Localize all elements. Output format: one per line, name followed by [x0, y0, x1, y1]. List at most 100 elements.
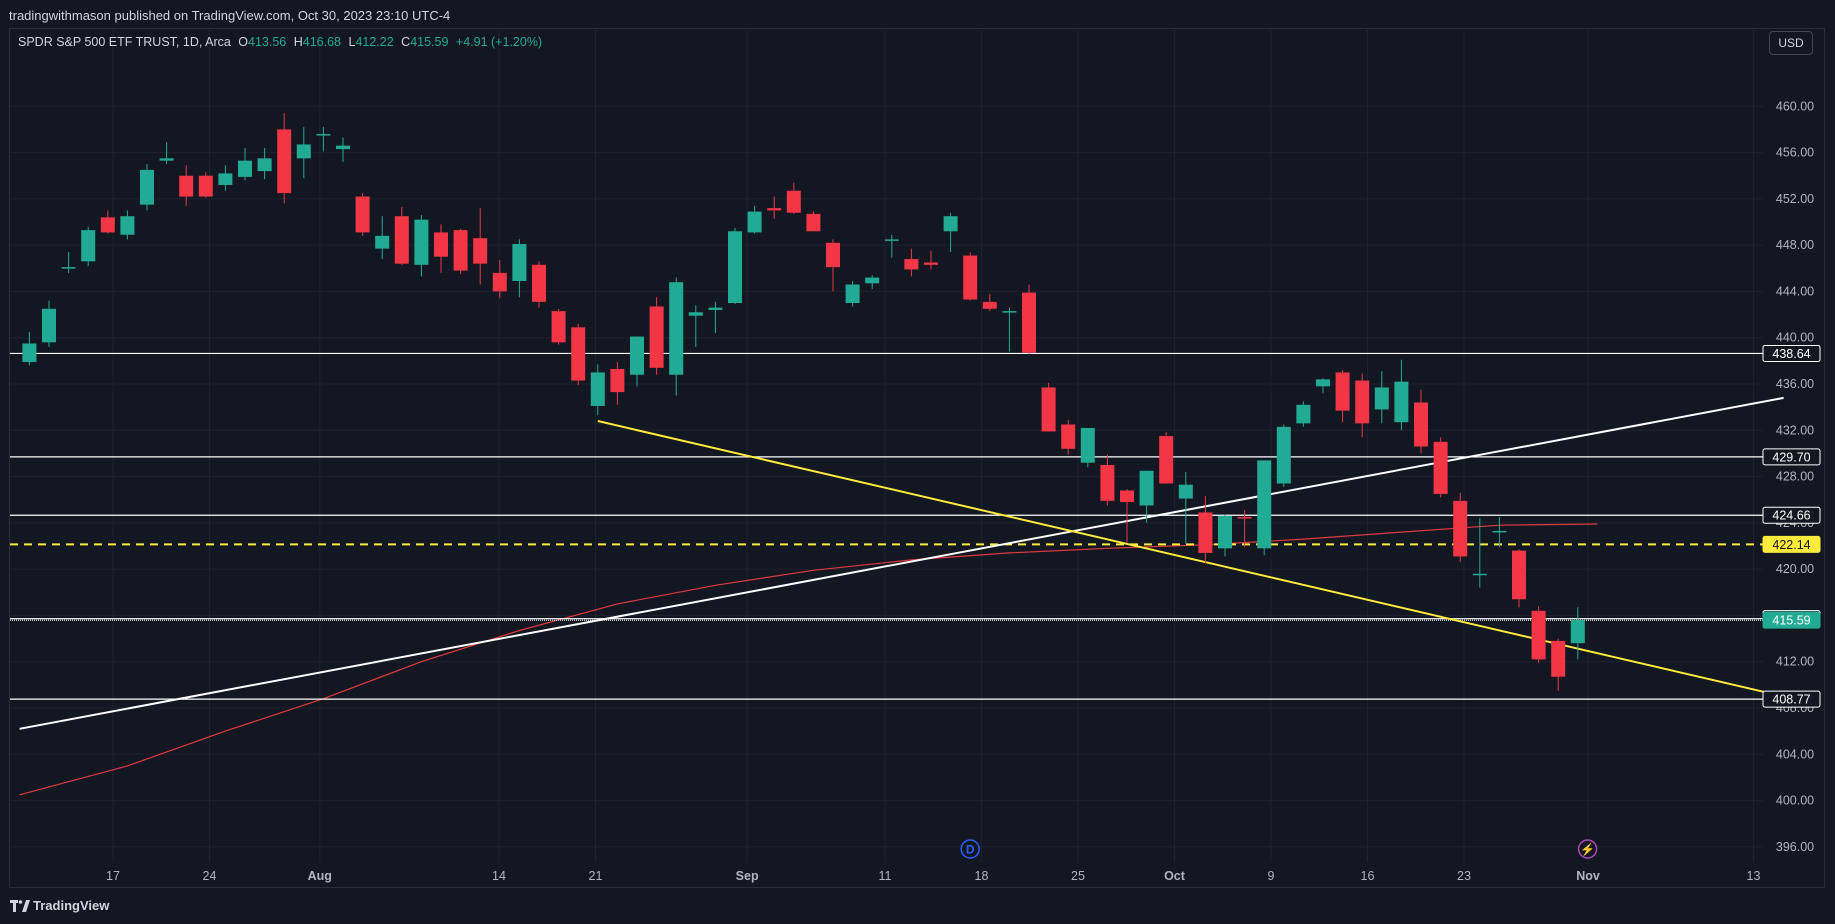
- open-label: O: [238, 35, 249, 49]
- y-tick-label: 444.00: [1776, 284, 1814, 298]
- candle-body: [120, 216, 135, 235]
- trendline[interactable]: [19, 396, 1784, 730]
- candle-body: [1139, 470, 1154, 506]
- candle-body: [257, 158, 272, 172]
- candle-body: [394, 216, 409, 264]
- candle-body: [1276, 426, 1291, 484]
- price-labels: 438.64429.70424.66422.14415.72415.59408.…: [1762, 344, 1821, 708]
- event-marker[interactable]: [1577, 839, 1598, 859]
- price-label-box: [1762, 448, 1821, 466]
- candle-body: [61, 267, 76, 269]
- candle-body: [708, 307, 723, 310]
- candle-body: [826, 242, 840, 268]
- candle-body: [1394, 381, 1409, 423]
- candle-body: [42, 308, 56, 343]
- price-label-text: 422.14: [1772, 538, 1810, 552]
- candle-body: [1022, 292, 1036, 353]
- y-tick-label: 412.00: [1776, 655, 1814, 669]
- price-label-text: 415.59: [1772, 614, 1810, 628]
- x-tick-label: 17: [106, 869, 120, 883]
- candle-body: [1218, 515, 1232, 549]
- candle-body: [512, 243, 527, 282]
- tradingview-logo-icon: [10, 900, 30, 912]
- candle-body: [473, 238, 488, 264]
- moving-average: [19, 523, 1598, 796]
- y-tick-label: 432.00: [1776, 423, 1814, 437]
- candle-body: [845, 284, 860, 303]
- symbol-name: SPDR S&P 500 ETF TRUST, 1D, Arca: [18, 35, 231, 49]
- candle-body: [649, 306, 664, 368]
- event-marker-symbol: ⚡: [1580, 843, 1595, 857]
- candle-body: [296, 144, 311, 159]
- candle-body: [1178, 484, 1193, 499]
- y-tick-label: 448.00: [1776, 238, 1814, 252]
- candle-body: [1296, 404, 1311, 424]
- close-label: C: [401, 35, 411, 49]
- moving-average-line: [19, 523, 1598, 796]
- x-tick-label: 23: [1457, 869, 1471, 883]
- candle-body: [453, 230, 468, 271]
- time-axis[interactable]: 17 24 Aug 14 21 Sep 11 18 25 Oct 9 16 23 Nov 13: [106, 869, 1760, 883]
- candle-body: [1355, 380, 1370, 424]
- candle-body: [924, 262, 938, 265]
- candle-body: [1472, 573, 1487, 576]
- trendlines[interactable]: [19, 396, 1784, 730]
- candle-body: [1492, 530, 1507, 533]
- trendline[interactable]: [597, 420, 1784, 698]
- candle-body: [159, 158, 174, 161]
- x-tick-label: 14: [492, 869, 506, 883]
- event-markers[interactable]: D ⚡: [960, 839, 1598, 859]
- y-tick-label: 396.00: [1776, 840, 1814, 854]
- chart-frame: [9, 28, 1825, 888]
- candle-body: [982, 301, 997, 309]
- candle-body: [1257, 460, 1272, 549]
- candle-body: [355, 196, 370, 233]
- candle-body: [22, 343, 37, 363]
- candle-body: [434, 232, 448, 257]
- symbol-legend[interactable]: SPDR S&P 500 ETF TRUST, 1D, Arca O413.56…: [18, 35, 542, 49]
- x-tick-label: 25: [1071, 869, 1085, 883]
- candle-body: [747, 211, 762, 233]
- candle-body: [140, 169, 154, 205]
- x-tick-label: 16: [1361, 869, 1375, 883]
- candle-body: [1433, 441, 1448, 494]
- candle-body: [1237, 517, 1252, 519]
- candle-body: [532, 264, 546, 302]
- change-value: +4.91 (+1.20%): [455, 35, 543, 49]
- low-value: 412.22: [355, 35, 394, 49]
- x-tick-label: Oct: [1164, 869, 1186, 883]
- y-tick-label: 440.00: [1776, 331, 1814, 345]
- x-tick-label: 9: [1268, 869, 1275, 883]
- candle-body: [786, 190, 801, 213]
- candle-body: [1570, 620, 1585, 644]
- event-marker[interactable]: [960, 839, 980, 859]
- candle-body: [1335, 372, 1350, 411]
- candle-body: [943, 216, 958, 232]
- y-tick-label: 452.00: [1776, 192, 1814, 206]
- footer: TradingView: [0, 888, 1835, 924]
- price-axis[interactable]: 396.00400.00404.00408.00412.00416.00420.…: [1776, 99, 1814, 854]
- y-tick-label: 400.00: [1776, 794, 1814, 808]
- candle-body: [414, 219, 429, 265]
- candle-body: [571, 327, 586, 381]
- candle-body: [218, 173, 233, 185]
- candle-body: [865, 277, 880, 284]
- candle-body: [100, 217, 115, 233]
- open-value: 413.56: [248, 35, 287, 49]
- candle-body: [1414, 402, 1428, 447]
- candle-body: [1002, 311, 1017, 313]
- currency-button[interactable]: USD: [1769, 31, 1813, 55]
- candle-body: [767, 208, 782, 211]
- price-label-box: [1762, 690, 1821, 708]
- candle-body: [198, 175, 213, 197]
- horizontal-levels[interactable]: [10, 352, 1763, 700]
- grid-lines: [10, 30, 1763, 862]
- x-tick-label: Sep: [736, 869, 759, 883]
- candle-body: [316, 134, 331, 136]
- candle-body: [1100, 465, 1115, 501]
- candle-body: [1531, 610, 1546, 660]
- x-tick-label: 18: [975, 869, 989, 883]
- candle-body: [728, 231, 742, 303]
- candle-body: [630, 336, 644, 375]
